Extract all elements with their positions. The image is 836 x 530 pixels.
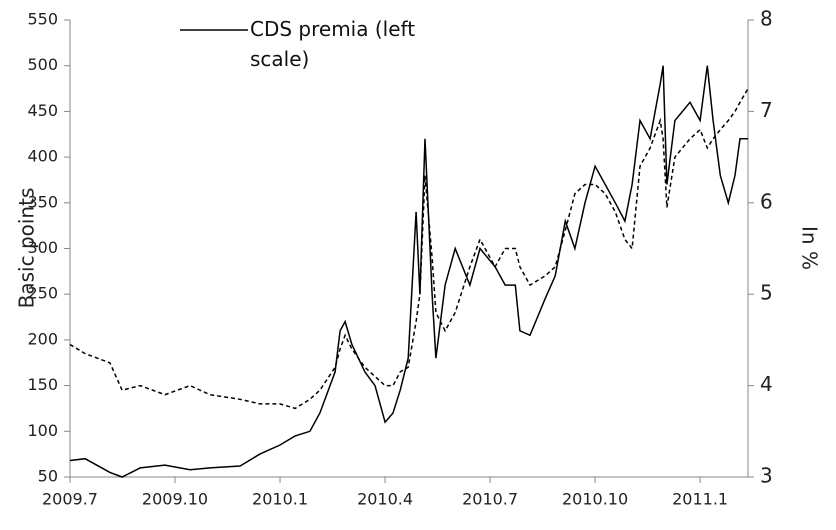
y-tick-label: 100 [27,421,58,440]
y2-tick-label: 5 [760,281,773,305]
y-tick-label: 50 [38,467,58,486]
y2-tick-label: 6 [760,189,773,213]
y-tick-label: 200 [27,329,58,348]
y-tick-label: 350 [27,192,58,211]
y-tick-label: 300 [27,238,58,257]
y-tick-label: 150 [27,375,58,394]
x-tick-label: 2009.10 [142,490,208,509]
x-tick-label: 2010.10 [562,490,628,509]
y-tick-label: 550 [27,10,58,29]
y2-tick-label: 4 [760,372,773,396]
x-tick-label: 2010.1 [252,490,308,509]
x-tick-label: 2010.4 [357,490,413,509]
y-tick-label: 450 [27,101,58,120]
y2-axis-label: In % [798,226,822,270]
x-tick-label: 2010.7 [462,490,518,509]
line-series [69,65,748,478]
x-tick-label: 2011.1 [672,490,728,509]
y2-tick-label: 7 [760,98,773,122]
line-series [69,88,749,410]
x-tick-label: 2009.7 [42,490,98,509]
y-tick-label: 250 [27,284,58,303]
y2-tick-label: 8 [760,7,773,31]
y-axis-label: Basic points [15,188,39,309]
y2-tick-label: 3 [760,464,773,488]
y-tick-label: 400 [27,147,58,166]
legend-label: CDS premia (left scale) [250,17,416,71]
y-tick-label: 500 [27,55,58,74]
